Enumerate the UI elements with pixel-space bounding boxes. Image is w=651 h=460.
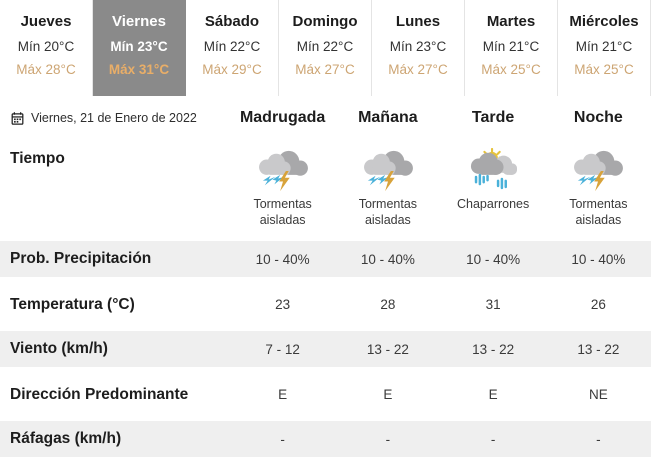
part-of-day-header: Noche [573,109,623,126]
day-min-temp: Mín 20°C [17,39,75,54]
day-name: Miércoles [569,13,639,30]
weather-icon-slot [254,147,312,194]
weather-caption: Tormentas aisladas [253,197,312,228]
value-cell: E [278,387,288,402]
day-max-temp: Máx 27°C [295,62,355,77]
day-name: Viernes [112,13,166,30]
table-row: Viento (km/h) 7 - 12 13 - 22 13 - 22 13 - 2… [0,327,651,372]
value-cell: - [280,431,285,447]
day-max-temp: Máx 25°C [574,62,634,77]
value-cell: - [490,431,496,447]
value-cell: 10 - 40% [255,251,310,267]
day-min-temp: Mín 21°C [575,39,633,54]
isolated-storms-icon [363,150,413,191]
day-name: Jueves [20,13,72,30]
weather-icon-slot [569,147,627,194]
table-row: Dirección Predominante E E E NE [0,372,651,417]
row-label: Ráfagas (km/h) [10,430,122,447]
day-tab[interactable]: Miércoles Mín 21°C Máx 25°C [558,0,651,96]
weather-cell: Chaparrones [441,140,546,237]
weather-icon-slot [359,147,417,194]
table-row: Temperatura (°C) 23 28 31 26 [0,282,651,327]
value-cell: 10 - 40% [360,251,415,267]
day-min-temp: Mín 21°C [482,39,540,54]
value-cell: 28 [380,297,396,312]
day-min-temp: Mín 22°C [203,39,261,54]
day-max-temp: Máx 25°C [481,62,541,77]
day-min-temp: Mín 23°C [389,39,447,54]
day-name: Martes [486,13,536,30]
value-cell: - [596,431,601,447]
value-cell: 13 - 22 [472,341,515,357]
day-tab[interactable]: Lunes Mín 23°C Máx 27°C [372,0,465,96]
weather-condition-row: Tiempo Tormentas aisladas Tormentas aisl… [0,140,651,237]
day-tab[interactable]: Sábado Mín 22°C Máx 29°C [186,0,279,96]
day-name: Domingo [292,13,358,30]
weather-cell: Tormentas aisladas [546,140,651,237]
value-cell: 10 - 40% [571,251,626,267]
day-min-temp: Mín 22°C [296,39,354,54]
day-max-temp: Máx 27°C [388,62,448,77]
day-min-temp: Mín 23°C [110,39,168,54]
table-row: Ráfagas (km/h) - - - - [0,417,651,460]
day-tab[interactable]: Viernes Mín 23°C Máx 31°C [93,0,186,96]
value-cell: 31 [485,297,501,312]
day-tab[interactable]: Martes Mín 21°C Máx 25°C [465,0,558,96]
day-tab[interactable]: Jueves Mín 20°C Máx 28°C [0,0,93,96]
day-max-temp: Máx 28°C [16,62,76,77]
value-cell: 23 [275,297,291,312]
forecast-table-body: Prob. Precipitación 10 - 40% 10 - 40% 10 -… [0,237,651,460]
day-max-temp: Máx 31°C [108,62,170,77]
value-cell: E [488,387,498,402]
part-of-day-header: Tarde [471,109,515,126]
day-name: Sábado [204,13,260,30]
value-cell: 7 - 12 [265,341,300,357]
value-cell: NE [588,387,608,402]
weather-row-label: Tiempo [10,150,65,167]
selected-date-label: Viernes, 21 de Enero de 2022 [31,111,197,125]
row-label: Dirección Predominante [10,385,189,403]
part-of-day-header: Mañana [358,109,418,126]
isolated-storms-icon [574,150,624,191]
row-label: Temperatura (°C) [10,295,135,313]
weather-caption: Tormentas aisladas [569,197,628,228]
weather-caption: Tormentas aisladas [358,197,418,228]
weather-icon-slot [464,147,522,194]
row-label: Prob. Precipitación [10,250,152,267]
value-cell: E [383,387,393,402]
showers-icon [471,147,518,189]
day-max-temp: Máx 29°C [202,62,262,77]
part-of-day-header: Madrugada [239,109,326,126]
selected-date-cell: Viernes, 21 de Enero de 2022 [0,111,230,126]
day-tab[interactable]: Domingo Mín 22°C Máx 27°C [279,0,372,96]
isolated-storms-icon [258,150,308,191]
detail-header-row: Viernes, 21 de Enero de 2022 Madrugada Ma… [0,96,651,140]
weather-caption: Chaparrones [456,197,530,211]
table-row: Prob. Precipitación 10 - 40% 10 - 40% 10 -… [0,237,651,282]
day-selector-strip: Jueves Mín 20°C Máx 28°C Viernes Mín 23°… [0,0,651,96]
weather-cell: Tormentas aisladas [335,140,440,237]
row-label: Viento (km/h) [10,340,108,357]
day-name: Lunes [395,13,441,30]
value-cell: 10 - 40% [466,251,521,267]
value-cell: 13 - 22 [366,341,409,357]
value-cell: 13 - 22 [577,341,620,357]
calendar-icon [11,111,24,125]
value-cell: 26 [590,297,606,312]
value-cell: - [385,431,391,447]
weather-cell: Tormentas aisladas [230,140,335,237]
